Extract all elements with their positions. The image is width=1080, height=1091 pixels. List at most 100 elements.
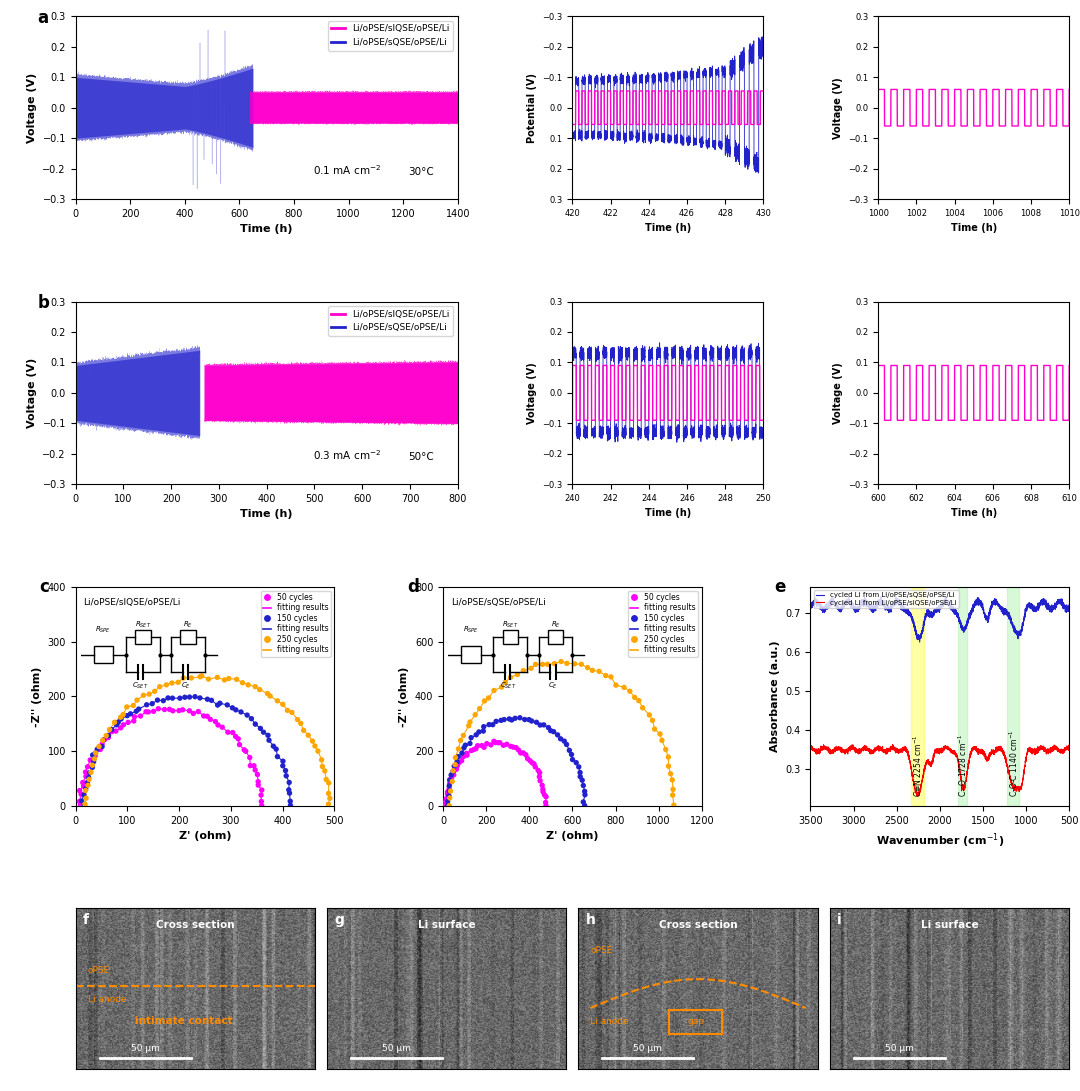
Point: [94, 735, 111, 753]
Point: [84, 746, 102, 764]
Point: [295, 721, 312, 739]
Point: [94, 732, 111, 750]
Point: [522, 752, 539, 769]
Point: [441, 775, 458, 792]
Point: [81, 770, 98, 788]
Point: [274, 696, 292, 714]
cycled Li from Li/oPSE/sQSE/oPSE/Li: [1030, 604, 1043, 618]
Point: [521, 711, 538, 729]
Text: i: i: [837, 913, 841, 927]
Point: [458, 745, 475, 763]
Point: [443, 769, 460, 787]
Point: [73, 792, 91, 810]
Text: 50 μm: 50 μm: [885, 1044, 914, 1054]
Point: [164, 690, 181, 707]
Point: [227, 728, 244, 745]
cycled Li from Li/oPSE/sIQSE/oPSE/Li: [1030, 744, 1043, 757]
Text: gap: gap: [687, 1017, 704, 1027]
Point: [303, 732, 321, 750]
Point: [85, 753, 103, 770]
Point: [441, 789, 458, 806]
Point: [489, 734, 507, 752]
Point: [454, 744, 471, 762]
Point: [597, 667, 615, 684]
Point: [94, 738, 111, 755]
Point: [156, 700, 173, 718]
Point: [245, 757, 262, 775]
cycled Li from Li/oPSE/sIQSE/oPSE/Li: [1057, 744, 1070, 757]
Point: [318, 770, 335, 788]
Point: [242, 757, 259, 775]
Point: [576, 782, 593, 800]
Point: [138, 696, 156, 714]
Point: [460, 717, 477, 734]
Point: [445, 763, 462, 780]
Point: [537, 794, 554, 812]
Point: [476, 692, 494, 709]
Point: [507, 709, 524, 727]
Point: [191, 690, 208, 707]
Point: [571, 768, 589, 786]
Point: [214, 719, 231, 736]
Point: [170, 673, 187, 691]
Point: [235, 741, 253, 758]
Bar: [912, 587, 924, 806]
Text: 50°C: 50°C: [408, 453, 434, 463]
Point: [644, 711, 661, 729]
Text: g: g: [334, 913, 345, 927]
Point: [502, 738, 519, 755]
Point: [280, 781, 297, 799]
Point: [252, 720, 269, 738]
Point: [81, 764, 98, 781]
Point: [492, 679, 510, 696]
Point: [224, 723, 241, 741]
Point: [202, 710, 219, 728]
Text: C-O-C 1140 cm$^{-1}$: C-O-C 1140 cm$^{-1}$: [1008, 730, 1021, 798]
cycled Li from Li/oPSE/sQSE/oPSE/Li: [804, 602, 816, 615]
Point: [276, 762, 294, 779]
Point: [246, 762, 264, 779]
Point: [218, 696, 235, 714]
Point: [82, 752, 99, 769]
Point: [492, 711, 510, 729]
Point: [146, 683, 163, 700]
cycled Li from Li/oPSE/sQSE/oPSE/Li: [875, 590, 888, 603]
X-axis label: Z' (ohm): Z' (ohm): [546, 831, 598, 841]
Point: [158, 676, 175, 694]
Point: [539, 656, 556, 673]
Point: [523, 712, 540, 730]
Point: [657, 741, 674, 758]
Point: [200, 670, 217, 687]
Point: [163, 674, 180, 692]
cycled Li from Li/oPSE/sIQSE/oPSE/Li: [915, 780, 928, 793]
Point: [536, 787, 553, 804]
Point: [572, 656, 590, 673]
Point: [79, 758, 96, 776]
Point: [299, 727, 316, 744]
Point: [135, 686, 152, 704]
Point: [150, 700, 167, 718]
Text: 30°C: 30°C: [408, 167, 434, 177]
Point: [175, 669, 192, 686]
Point: [253, 793, 270, 811]
Point: [491, 734, 509, 752]
Point: [485, 732, 502, 750]
X-axis label: Z' (ohm): Z' (ohm): [178, 831, 231, 841]
Point: [124, 697, 141, 715]
Text: d: d: [407, 578, 419, 596]
Point: [571, 764, 589, 781]
Point: [455, 748, 472, 766]
Point: [112, 719, 130, 736]
Line: cycled Li from Li/oPSE/sIQSE/oPSE/Li: cycled Li from Li/oPSE/sIQSE/oPSE/Li: [810, 745, 1069, 796]
Point: [552, 730, 569, 747]
Point: [193, 668, 211, 685]
Bar: [958, 587, 968, 806]
Point: [274, 757, 292, 775]
Point: [664, 787, 681, 804]
Text: 50 μm: 50 μm: [633, 1044, 662, 1054]
Point: [534, 777, 551, 794]
Legend: cycled Li from Li/oPSE/sQSE/oPSE/Li, cycled Li from Li/oPSE/sIQSE/oPSE/Li: cycled Li from Li/oPSE/sQSE/oPSE/Li, cyc…: [814, 590, 959, 608]
Point: [109, 714, 126, 731]
cycled Li from Li/oPSE/sIQSE/oPSE/Li: [912, 790, 924, 803]
Point: [91, 738, 108, 755]
